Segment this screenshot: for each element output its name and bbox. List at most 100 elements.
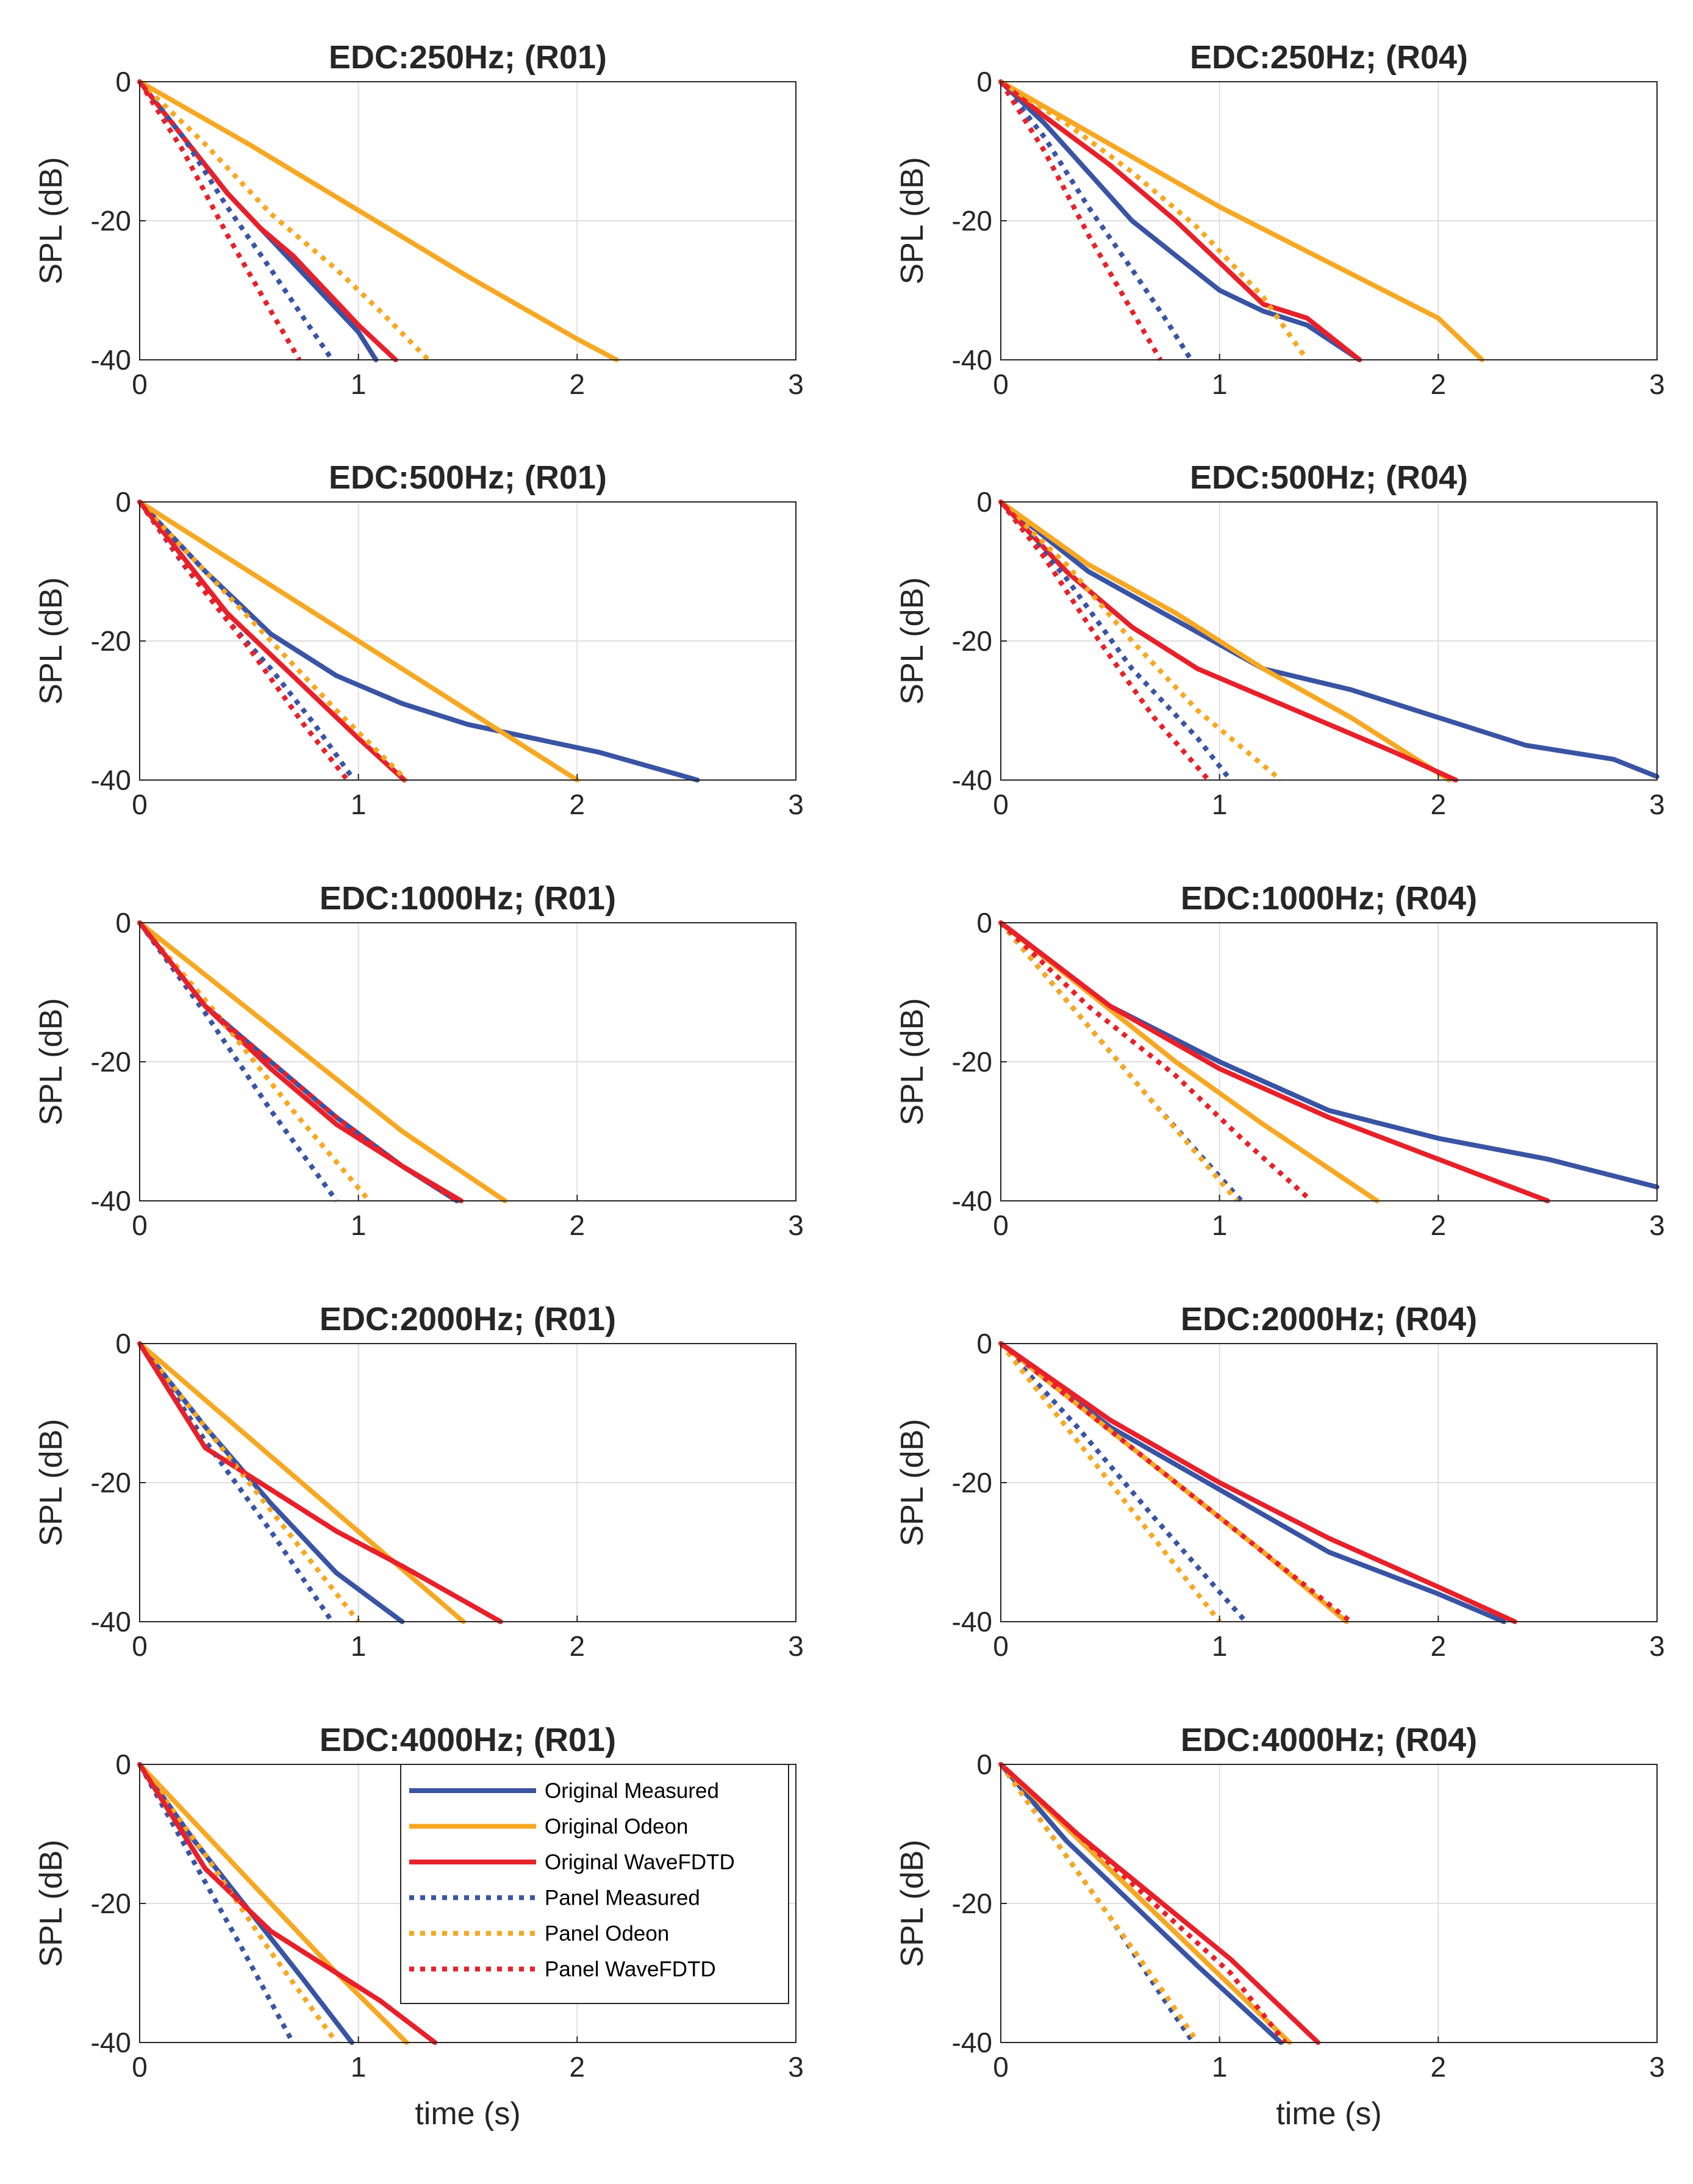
y-axis-label: SPL (dB) xyxy=(34,577,69,704)
panel-edc-1000hz-r04: 0 1 2 3 0 -20 -40 EDC:1000Hz; (R04) SPL (dB) xyxy=(895,880,1665,1241)
x-tick-label: 3 xyxy=(788,1209,804,1241)
y-tick-label: 0 xyxy=(115,486,131,518)
series-original-wavefdtd xyxy=(998,920,1550,1203)
x-tick-label: 0 xyxy=(132,2051,148,2083)
y-tick-label: -20 xyxy=(952,625,992,657)
x-tick-label: 2 xyxy=(570,1209,585,1241)
x-tick-label: 3 xyxy=(788,368,804,400)
y-axis-label: SPL (dB) xyxy=(895,1419,930,1546)
x-tick-label: 2 xyxy=(1431,1209,1447,1241)
panel-edc-500hz-r04: 0 1 2 3 0 -20 -40 EDC:500Hz; (R04) SPL (dB) xyxy=(895,459,1665,820)
legend-label-panel-odeon: Panel Odeon xyxy=(545,1922,669,1946)
series-panel-odeon xyxy=(138,80,431,362)
x-tick-label: 3 xyxy=(788,1630,804,1662)
legend-label-original-measured: Original Measured xyxy=(545,1779,719,1803)
x-tick-label: 2 xyxy=(570,789,585,820)
panel-title: EDC:250Hz; (R01) xyxy=(329,39,607,76)
y-axis-label: SPL (dB) xyxy=(895,998,930,1125)
x-tick-label: 3 xyxy=(1649,1209,1665,1241)
x-tick-label: 0 xyxy=(993,1630,1009,1662)
series-original-measured xyxy=(998,499,1659,779)
y-tick-label: -20 xyxy=(952,1888,992,1919)
panel-title: EDC:1000Hz; (R01) xyxy=(320,880,616,917)
series-original-measured xyxy=(137,499,700,782)
x-tick-label: 1 xyxy=(1212,1630,1228,1662)
x-tick-label: 2 xyxy=(570,368,585,400)
panel-edc-500hz-r01: 0 1 2 3 0 -20 -40 EDC:500Hz; (R01) SPL (dB) xyxy=(34,459,804,820)
y-tick-label: -20 xyxy=(952,205,992,237)
y-tick-label: -20 xyxy=(952,1046,992,1078)
x-tick-label: 1 xyxy=(351,2051,367,2083)
series-panel-odeon xyxy=(138,500,409,782)
x-tick-label: 1 xyxy=(351,1630,367,1662)
series-panel-odeon xyxy=(137,1763,339,2044)
legend-label-original-odeon: Original Odeon xyxy=(545,1815,688,1839)
series-original-odeon xyxy=(137,499,580,782)
y-tick-label: -40 xyxy=(91,2027,131,2058)
y-axis-label: SPL (dB) xyxy=(895,577,930,704)
legend: Original Measured Original Odeon Original … xyxy=(400,1764,789,2004)
series-original-odeon xyxy=(137,1762,409,2045)
panel-edc-250hz-r01: 0 1 2 3 0 -20 -40 EDC:250Hz; (R01) SPL (dB) xyxy=(34,39,804,400)
y-tick-label: 0 xyxy=(976,486,992,518)
series-panel-wavefdtd xyxy=(137,1342,502,1624)
series-panel-odeon xyxy=(998,1342,1222,1624)
panel-edc-1000hz-r01: 0 1 2 3 0 -20 -40 EDC:1000Hz; (R01) SPL (dB) xyxy=(34,880,804,1241)
series-original-odeon xyxy=(137,79,619,362)
y-tick-label: -20 xyxy=(91,1467,131,1498)
series-original-measured xyxy=(137,1341,405,1624)
x-tick-label: 3 xyxy=(1649,789,1665,820)
series-panel-measured xyxy=(999,1342,1248,1624)
y-tick-label: -40 xyxy=(952,344,992,376)
series-panel-odeon xyxy=(999,500,1283,782)
y-tick-label: -40 xyxy=(91,344,131,376)
series-panel-odeon xyxy=(998,921,1239,1203)
x-tick-label: 1 xyxy=(351,789,367,820)
y-tick-label: -20 xyxy=(952,1467,992,1498)
series-original-odeon xyxy=(137,920,507,1203)
y-tick-label: 0 xyxy=(976,1749,992,1780)
series-panel-wavefdtd xyxy=(999,1763,1287,2044)
y-axis-label: SPL (dB) xyxy=(895,157,930,284)
y-tick-label: 0 xyxy=(115,1749,131,1780)
panel-title: EDC:500Hz; (R04) xyxy=(1190,459,1468,496)
x-axis-label: time (s) xyxy=(1276,2096,1381,2132)
x-tick-label: 0 xyxy=(132,789,148,820)
x-tick-label: 1 xyxy=(1212,368,1228,400)
y-tick-label: -40 xyxy=(952,2027,992,2058)
series-original-measured xyxy=(998,1762,1284,2045)
x-tick-label: 1 xyxy=(351,1209,367,1241)
panel-edc-250hz-r04: 0 1 2 3 0 -20 -40 EDC:250Hz; (R04) SPL (dB) xyxy=(895,39,1665,400)
x-tick-label: 3 xyxy=(1649,2051,1665,2083)
y-tick-label: -20 xyxy=(91,1046,131,1078)
series-original-odeon xyxy=(998,79,1485,362)
x-tick-label: 3 xyxy=(1649,1630,1665,1662)
series-original-odeon xyxy=(998,499,1452,782)
series-panel-measured xyxy=(998,500,1233,782)
legend-label-panel-measured: Panel Measured xyxy=(545,1886,700,1910)
series-panel-odeon xyxy=(998,1763,1200,2044)
y-tick-label: -20 xyxy=(91,1888,131,1919)
series-panel-wavefdtd xyxy=(137,1763,437,2045)
x-tick-label: 2 xyxy=(1431,789,1447,820)
x-axis-label: time (s) xyxy=(415,2096,520,2132)
x-tick-label: 0 xyxy=(993,2051,1009,2083)
legend-label-panel-wavefdtd: Panel WaveFDTD xyxy=(545,1958,716,1982)
panel-title: EDC:2000Hz; (R04) xyxy=(1181,1301,1477,1337)
series-panel-wavefdtd xyxy=(998,80,1163,362)
series-original-wavefdtd xyxy=(137,79,398,362)
x-tick-label: 3 xyxy=(788,2051,804,2083)
series-panel-odeon xyxy=(999,79,1309,362)
y-tick-label: -20 xyxy=(91,625,131,657)
series-panel-wavefdtd xyxy=(137,921,459,1203)
y-tick-label: -40 xyxy=(91,1185,131,1217)
x-tick-label: 0 xyxy=(993,368,1009,400)
y-axis-label: SPL (dB) xyxy=(34,998,69,1125)
y-tick-label: 0 xyxy=(976,907,992,939)
y-tick-label: 0 xyxy=(115,66,131,98)
panel-title: EDC:4000Hz; (R01) xyxy=(320,1722,616,1758)
panel-edc-2000hz-r01: 0 1 2 3 0 -20 -40 EDC:2000Hz; (R01) SPL (dB) xyxy=(34,1301,804,1662)
x-tick-label: 1 xyxy=(351,368,367,400)
series-original-measured xyxy=(998,79,1362,362)
